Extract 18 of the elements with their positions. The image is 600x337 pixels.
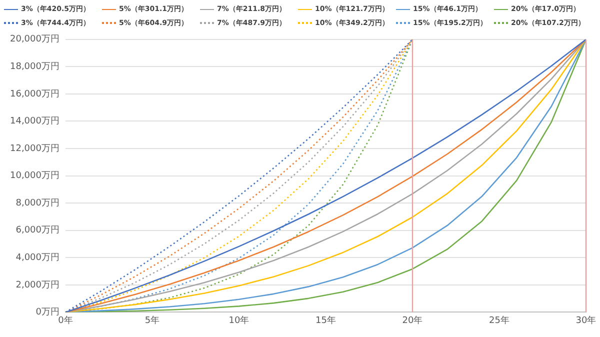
y-tick-label: 20,000万円 <box>10 34 60 45</box>
y-tick-label: 14,000万円 <box>10 116 60 127</box>
x-tick-label: 10年 <box>228 314 250 326</box>
x-tick-label: 5年 <box>144 314 160 326</box>
x-tick-label: 20年 <box>402 314 423 326</box>
y-tick-label: 4,000万円 <box>16 252 60 263</box>
y-tick-label: 8,000万円 <box>16 198 60 208</box>
y-tick-label: 0万円 <box>36 308 60 318</box>
x-tick-label: 15年 <box>316 314 336 326</box>
y-tick-label: 18,000万円 <box>10 62 60 72</box>
y-tick-label: 6,000万円 <box>16 226 60 236</box>
y-tick-label: 10,000万円 <box>10 171 60 182</box>
x-tick-label: 25年 <box>489 314 510 326</box>
y-tick-label: 2,000万円 <box>16 280 60 290</box>
x-tick-label: 0年 <box>58 314 73 326</box>
x-tick-label: 30年 <box>576 314 596 326</box>
y-tick-label: 12,000万円 <box>10 144 60 154</box>
y-tick-label: 16,000万円 <box>10 89 60 100</box>
